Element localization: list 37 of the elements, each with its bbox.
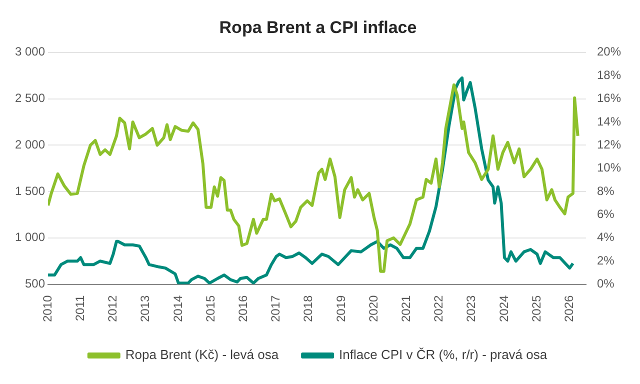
x-tick-label: 2024 bbox=[496, 294, 511, 322]
y2-tick-label: 16% bbox=[596, 91, 622, 106]
x-tick-label: 2021 bbox=[398, 294, 413, 322]
y2-tick-label: 4% bbox=[596, 230, 615, 244]
x-tick-label: 2010 bbox=[40, 294, 54, 322]
y2-tick-label: 2% bbox=[596, 253, 615, 268]
y-tick-label: 2 000 bbox=[15, 137, 46, 152]
y2-tick-label: 14% bbox=[596, 114, 622, 128]
y2-tick-label: 8% bbox=[596, 184, 615, 198]
y2-tick-label: 12% bbox=[596, 137, 622, 152]
x-tick-label: 2014 bbox=[170, 294, 185, 322]
x-tick-label: 2016 bbox=[236, 294, 250, 322]
x-tick-label: 2012 bbox=[106, 294, 120, 322]
x-tick-label: 2015 bbox=[203, 294, 218, 322]
x-tick-label: 2020 bbox=[366, 294, 380, 322]
x-tick-label: 2026 bbox=[562, 294, 576, 322]
y-tick-label: 500 bbox=[25, 276, 46, 291]
chart-title: Ropa Brent a CPI inflace bbox=[219, 18, 417, 37]
x-tick-label: 2011 bbox=[72, 294, 87, 322]
y-tick-label: 1 500 bbox=[15, 184, 46, 198]
x-tick-label: 2017 bbox=[268, 294, 283, 322]
y-tick-label: 2 500 bbox=[15, 91, 46, 106]
y2-tick-label: 10% bbox=[596, 160, 622, 175]
x-tick-label: 2019 bbox=[334, 294, 348, 322]
x-tick-label: 2023 bbox=[464, 294, 478, 322]
y2-tick-label: 0% bbox=[596, 276, 615, 291]
legend-label: Ropa Brent (Kč) - levá osa bbox=[125, 347, 280, 362]
legend-label: Inflace CPI v ČR (%, r/r) - pravá osa bbox=[339, 347, 548, 362]
y2-tick-label: 6% bbox=[596, 207, 615, 222]
x-tick-label: 2025 bbox=[529, 294, 544, 322]
x-tick-label: 2018 bbox=[301, 294, 316, 322]
y2-tick-label: 18% bbox=[596, 68, 622, 82]
x-tick-label: 2013 bbox=[138, 294, 152, 322]
y-tick-label: 1 000 bbox=[15, 230, 46, 244]
y2-tick-label: 20% bbox=[596, 44, 622, 59]
y-tick-label: 3 000 bbox=[15, 44, 46, 59]
x-tick-label: 2022 bbox=[432, 294, 446, 322]
